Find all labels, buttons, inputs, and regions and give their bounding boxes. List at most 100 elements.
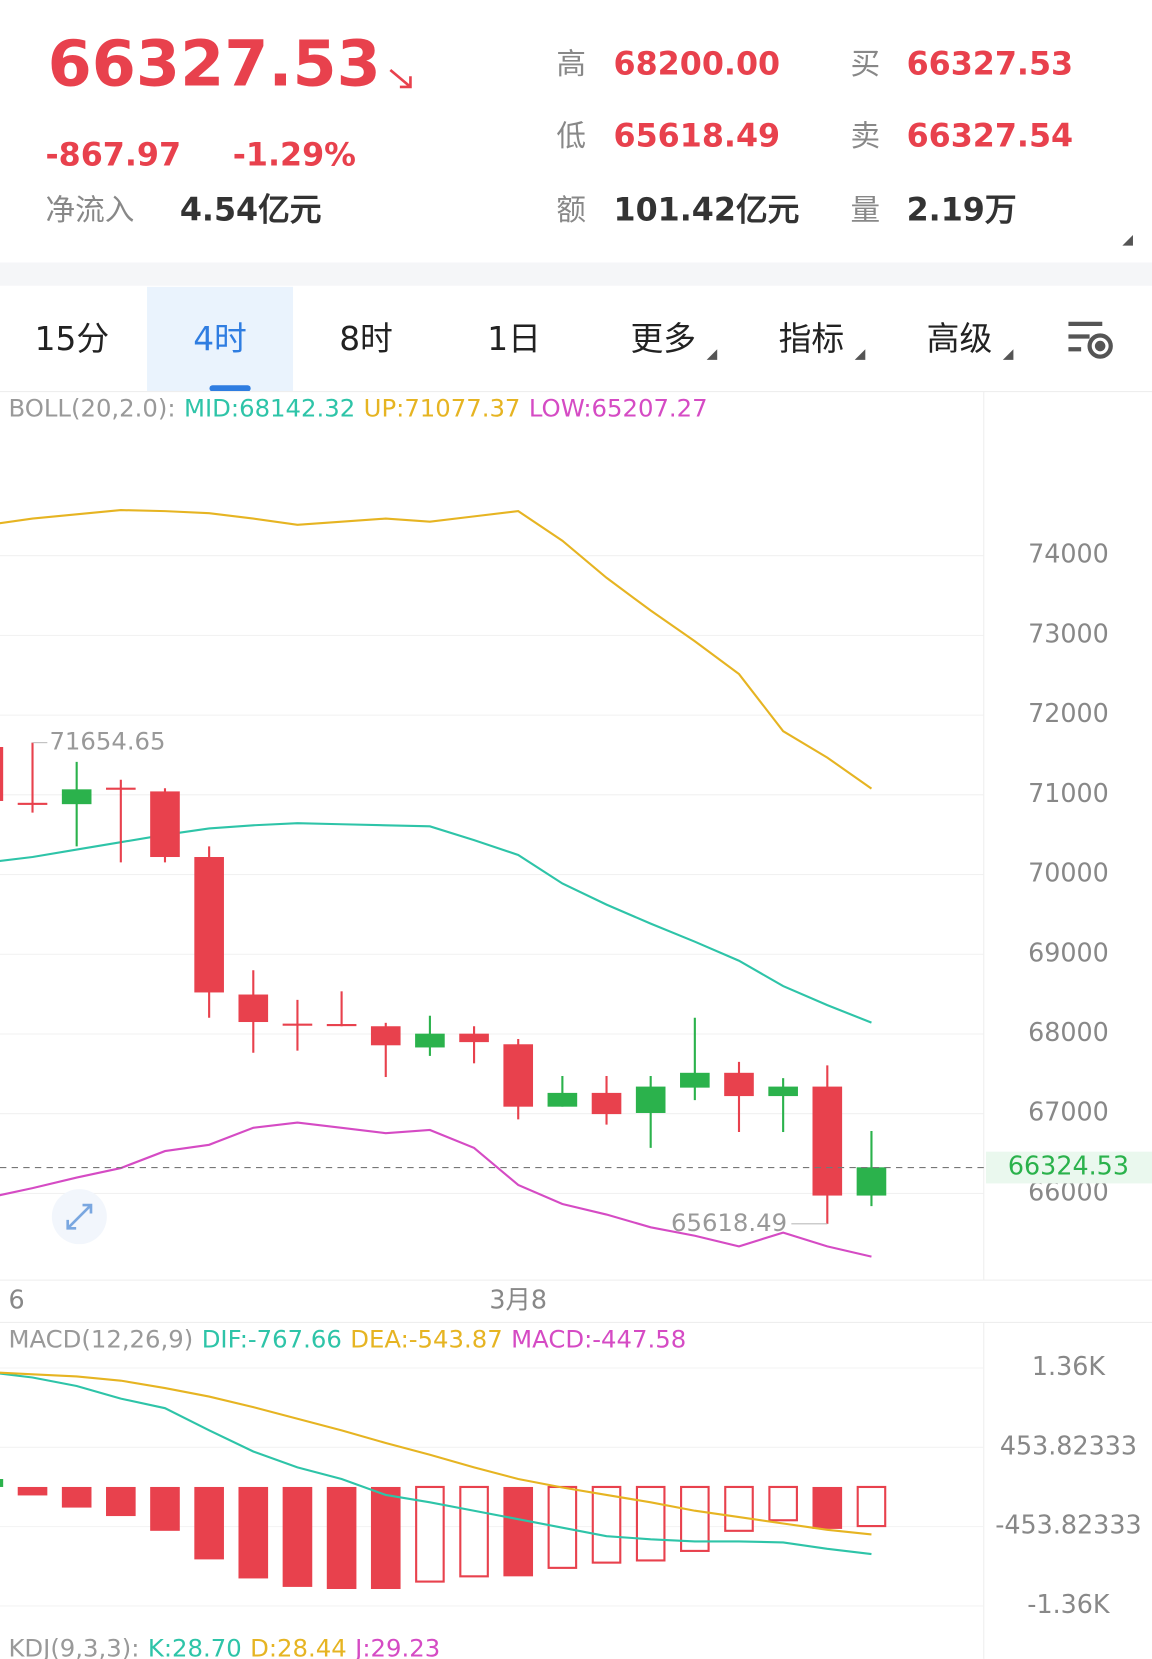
candle-body (547, 1092, 578, 1107)
stat-value: 66327.53 (907, 47, 1074, 83)
bollinger-line (0, 822, 872, 1024)
tab[interactable]: 指标 (779, 320, 845, 358)
y-tick-label: 68000 (1028, 1017, 1109, 1047)
fullscreen-icon[interactable] (51, 1189, 107, 1245)
macd-bar (635, 1485, 666, 1562)
y-tick-label: 72000 (1028, 698, 1109, 728)
legend-item: DEA:-543.87 (350, 1324, 502, 1353)
y-tick-label: -1.36K (1027, 1589, 1111, 1619)
macd-bar (812, 1486, 843, 1529)
macd-bar (459, 1485, 489, 1578)
y-tick-label: -453.82333 (995, 1510, 1141, 1540)
price-plot (0, 509, 984, 1258)
macd-bar (238, 1486, 269, 1579)
candle-body (370, 1026, 401, 1046)
stat-label: 买 (851, 47, 881, 81)
price: 66327.53 (48, 26, 381, 100)
macd-bar (724, 1485, 754, 1532)
candle-body (61, 789, 92, 805)
legend-item: MACD:-447.58 (511, 1324, 686, 1353)
macd-bar (326, 1486, 357, 1590)
candle-body (591, 1092, 622, 1115)
tab[interactable]: 1日 (487, 320, 541, 358)
stat-value: 101.42亿元 (614, 193, 800, 229)
y-tick-label: 1.36K (1032, 1351, 1106, 1381)
change-percent: -1.29% (233, 138, 356, 174)
macd-bar (17, 1486, 48, 1496)
dropdown-caret (706, 349, 718, 360)
legend-item: DIF:-767.66 (202, 1324, 342, 1353)
overlay: 6600067000680006900070000710007200073000… (0, 394, 1152, 1659)
max-label: 71654.65 (49, 727, 165, 756)
candle-body (768, 1086, 798, 1097)
legend-item: J:29.23 (353, 1633, 440, 1659)
candle-body (680, 1072, 710, 1088)
candle-body (150, 791, 180, 858)
x-tick-label: 3月8 (489, 1284, 547, 1314)
dropdown-caret (854, 349, 866, 360)
candle-body (17, 802, 48, 805)
candle-body (326, 1024, 357, 1027)
legend-item: MACD(12,26,9) (8, 1324, 193, 1353)
y-tick-label: 73000 (1028, 618, 1109, 648)
x-tick-label: 6 (8, 1284, 24, 1314)
macd-bar (150, 1486, 180, 1531)
legend-item: KDJ(9,3,3): (8, 1633, 139, 1659)
macd-line (0, 1372, 872, 1556)
candle-body (238, 994, 269, 1023)
legend-item: BOLL(20,2.0): (8, 394, 175, 423)
macd-bar (768, 1485, 798, 1522)
last-price-box (985, 1151, 1152, 1184)
stat-label: 额 (556, 193, 586, 227)
stat-label: 低 (556, 119, 586, 153)
y-tick-label: 67000 (1028, 1097, 1109, 1127)
tab[interactable]: 4时 (193, 320, 247, 358)
y-tick-label: 69000 (1028, 937, 1109, 967)
stat-label: 量 (851, 193, 881, 227)
macd-line (0, 1371, 872, 1536)
candle-body (194, 857, 224, 993)
bollinger-line (0, 509, 873, 790)
legend-item: D:28.44 (250, 1633, 347, 1659)
stat-label: 高 (556, 47, 586, 81)
macd-bar (0, 1479, 4, 1487)
settings-icon[interactable] (1068, 321, 1113, 359)
tab[interactable]: 15分 (35, 320, 110, 358)
candle-body (0, 747, 4, 801)
candle-body (724, 1072, 754, 1097)
stat-value: 68200.00 (614, 47, 781, 83)
min-label: 65618.49 (671, 1208, 787, 1237)
candle-body (282, 1023, 313, 1026)
macd-bar (680, 1485, 710, 1552)
legend-item: MID:68142.32 (184, 394, 355, 423)
legend-item: LOW:65207.27 (529, 394, 708, 423)
macd-plot (0, 1367, 984, 1607)
macd-bar (61, 1486, 92, 1508)
down-arrow (389, 68, 412, 89)
tab[interactable]: 高级 (927, 320, 993, 358)
dropdown-caret (1002, 349, 1014, 360)
macd-bar (194, 1486, 224, 1560)
bollinger-line (0, 1121, 872, 1258)
candle-body (503, 1044, 534, 1107)
y-tick-label: 70000 (1028, 858, 1109, 888)
candle-body (415, 1033, 445, 1048)
candle-body (635, 1086, 666, 1113)
y-tick-label: 74000 (1028, 539, 1109, 569)
active-tab-indicator (209, 385, 251, 392)
candle-body (856, 1167, 887, 1196)
inflow-label: 净流入 (45, 193, 134, 227)
tab[interactable]: 8时 (339, 320, 393, 358)
candle-body (459, 1033, 489, 1043)
y-tick-label: 453.82333 (1000, 1430, 1137, 1460)
stat-value: 2.19万 (907, 193, 1017, 229)
candle-body (106, 787, 136, 790)
y-tick-label: 71000 (1028, 778, 1109, 808)
last-price-label: 66324.53 (1008, 1151, 1129, 1181)
stat-value: 65618.49 (614, 119, 781, 155)
inflow-value: 4.54亿元 (180, 193, 322, 229)
change: -867.97 (45, 138, 181, 174)
legend-item: K:28.70 (148, 1633, 242, 1659)
tab[interactable]: 更多 (630, 320, 696, 358)
